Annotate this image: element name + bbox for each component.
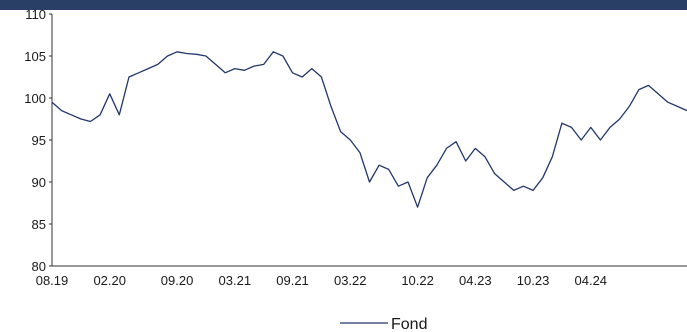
x-tick-label: 03.22 <box>334 273 367 288</box>
header-band <box>0 0 687 10</box>
x-tick-label: 10.23 <box>517 273 550 288</box>
x-tick-label: 02.20 <box>93 273 126 288</box>
y-tick-label: 90 <box>32 175 46 190</box>
x-tick-label: 04.24 <box>575 273 608 288</box>
x-tick-label: 03.21 <box>219 273 252 288</box>
legend-label-fond: Fond <box>391 316 427 332</box>
x-tick-label: 04.23 <box>459 273 492 288</box>
y-tick-label: 100 <box>24 91 46 106</box>
legend: Fond <box>340 316 427 332</box>
y-tick-label: 85 <box>32 217 46 232</box>
y-tick-label: 105 <box>24 49 46 64</box>
y-tick-label: 95 <box>32 133 46 148</box>
x-tick-label: 09.20 <box>161 273 194 288</box>
y-tick-label: 80 <box>32 259 46 274</box>
x-axis-ticks: 08.19 02.20 09.20 03.21 09.21 03.22 10.22 04.23… <box>36 273 607 288</box>
series-line-fond <box>51 51 687 208</box>
x-tick-label: 10.22 <box>401 273 434 288</box>
y-axis-ticks: 80 85 90 95 100 105 110 <box>24 7 52 274</box>
x-tick-label: 08.19 <box>36 273 69 288</box>
x-tick-label: 09.21 <box>276 273 309 288</box>
y-tick-label: 110 <box>25 7 46 22</box>
